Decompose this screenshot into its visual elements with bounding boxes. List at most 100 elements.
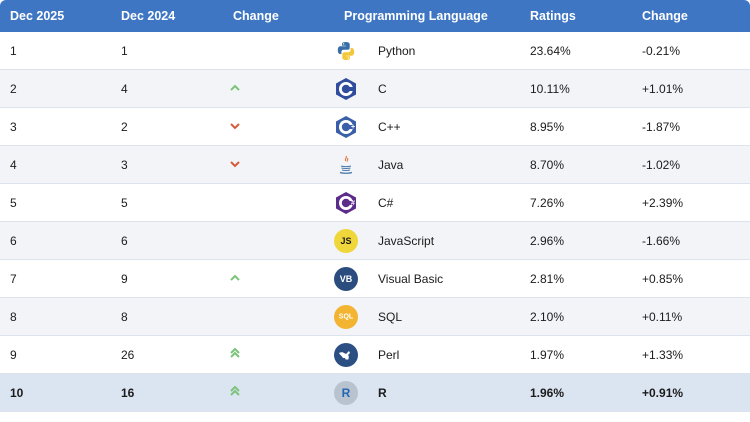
rating-change-value: -1.87% bbox=[632, 108, 750, 146]
rank-change-cell bbox=[223, 260, 334, 298]
language-cell: JS JavaScript bbox=[334, 222, 520, 260]
header-dec-2024[interactable]: Dec 2024 bbox=[111, 0, 223, 32]
arrow-up-icon bbox=[229, 272, 241, 286]
rank-2024: 5 bbox=[111, 184, 223, 222]
language-name[interactable]: C++ bbox=[378, 119, 401, 134]
rank-2025: 10 bbox=[0, 374, 111, 412]
header-language[interactable]: Programming Language bbox=[334, 0, 520, 32]
language-name[interactable]: Visual Basic bbox=[378, 271, 444, 286]
rating-change-value: +0.91% bbox=[632, 374, 750, 412]
header-rating-change[interactable]: Change bbox=[632, 0, 750, 32]
rank-2024: 3 bbox=[111, 146, 223, 184]
rating-value: 2.10% bbox=[520, 298, 632, 336]
language-cell: VB Visual Basic bbox=[334, 260, 520, 298]
rank-2025: 9 bbox=[0, 336, 111, 374]
rating-change-value: +1.01% bbox=[632, 70, 750, 108]
rank-2024: 8 bbox=[111, 298, 223, 336]
rank-change-cell bbox=[223, 32, 334, 70]
rank-change-cell bbox=[223, 222, 334, 260]
language-name[interactable]: Perl bbox=[378, 347, 400, 362]
table-row[interactable]: 1 1 Python 23.64% -0.21% bbox=[0, 32, 750, 70]
double-arrow-up-icon bbox=[229, 385, 241, 401]
table-row[interactable]: 4 3 Java 8.70% -1.02% bbox=[0, 146, 750, 184]
header-dec-2025[interactable]: Dec 2025 bbox=[0, 0, 111, 32]
language-name[interactable]: R bbox=[378, 385, 387, 400]
rating-value: 1.97% bbox=[520, 336, 632, 374]
rank-change-cell bbox=[223, 298, 334, 336]
rating-value: 1.96% bbox=[520, 374, 632, 412]
table-row[interactable]: 9 26 Perl 1.97% +1.33% bbox=[0, 336, 750, 374]
table-row[interactable]: 6 6 JS JavaScript 2.96% -1.66% bbox=[0, 222, 750, 260]
visual-basic-logo-icon: VB bbox=[334, 266, 358, 291]
language-cell: + C++ bbox=[334, 108, 520, 146]
header-ratings[interactable]: Ratings bbox=[520, 0, 632, 32]
javascript-logo-icon: JS bbox=[334, 228, 358, 253]
language-cell: Java bbox=[334, 146, 520, 184]
svg-text:VB: VB bbox=[340, 274, 353, 284]
perl-logo-icon bbox=[334, 342, 358, 367]
rank-change-cell bbox=[223, 184, 334, 222]
table-row[interactable]: 5 5 # C# 7.26% +2.39% bbox=[0, 184, 750, 222]
language-ranking-table: Dec 2025 Dec 2024 Change Programming Lan… bbox=[0, 0, 750, 412]
rating-value: 2.96% bbox=[520, 222, 632, 260]
sql-logo-icon: SQL bbox=[334, 304, 358, 329]
rank-change-cell bbox=[223, 70, 334, 108]
rating-change-value: -1.66% bbox=[632, 222, 750, 260]
csharp-logo-icon: # bbox=[334, 191, 358, 215]
rating-value: 8.70% bbox=[520, 146, 632, 184]
language-name[interactable]: Python bbox=[378, 43, 416, 58]
rating-value: 2.81% bbox=[520, 260, 632, 298]
rank-2025: 8 bbox=[0, 298, 111, 336]
language-name[interactable]: SQL bbox=[378, 309, 403, 324]
rank-2025: 4 bbox=[0, 146, 111, 184]
table-row[interactable]: 3 2 + C++ 8.95% -1.87% bbox=[0, 108, 750, 146]
header-rank-change[interactable]: Change bbox=[223, 0, 334, 32]
rating-value: 23.64% bbox=[520, 32, 632, 70]
language-name[interactable]: Java bbox=[378, 157, 404, 172]
java-logo-icon bbox=[334, 153, 358, 177]
rank-change-cell bbox=[223, 108, 334, 146]
table-row[interactable]: 8 8 SQL SQL 2.10% +0.11% bbox=[0, 298, 750, 336]
language-cell: C bbox=[334, 70, 520, 108]
table-row[interactable]: 10 16 R R 1.96% +0.91% bbox=[0, 374, 750, 412]
c-logo-icon bbox=[334, 77, 358, 101]
language-name[interactable]: C# bbox=[378, 195, 394, 210]
rank-2024: 2 bbox=[111, 108, 223, 146]
rating-change-value: +1.33% bbox=[632, 336, 750, 374]
rating-value: 7.26% bbox=[520, 184, 632, 222]
svg-text:#: # bbox=[351, 200, 355, 207]
table-row[interactable]: 2 4 C 10.11% +1.01% bbox=[0, 70, 750, 108]
language-cell: # C# bbox=[334, 184, 520, 222]
rating-value: 10.11% bbox=[520, 70, 632, 108]
rating-change-value: +0.85% bbox=[632, 260, 750, 298]
rank-2024: 6 bbox=[111, 222, 223, 260]
rating-change-value: -1.02% bbox=[632, 146, 750, 184]
r-logo-icon: R bbox=[334, 380, 358, 405]
double-arrow-up-icon bbox=[229, 347, 241, 363]
rank-2025: 7 bbox=[0, 260, 111, 298]
rank-2024: 26 bbox=[111, 336, 223, 374]
table-row[interactable]: 7 9 VB Visual Basic 2.81% +0.85% bbox=[0, 260, 750, 298]
arrow-down-icon bbox=[229, 120, 241, 134]
language-cell: SQL SQL bbox=[334, 298, 520, 336]
arrow-down-icon bbox=[229, 158, 241, 172]
rank-change-cell bbox=[223, 374, 334, 412]
language-name[interactable]: C bbox=[378, 81, 387, 96]
rating-change-value: +2.39% bbox=[632, 184, 750, 222]
python-logo-icon bbox=[334, 39, 358, 63]
rank-change-cell bbox=[223, 336, 334, 374]
rank-change-cell bbox=[223, 146, 334, 184]
language-cell: Python bbox=[334, 32, 520, 70]
table-body: 1 1 Python 23.64% -0.21% 2 4 C 10.11% +1.01% 3 2 + C+… bbox=[0, 32, 750, 412]
svg-text:+: + bbox=[351, 124, 355, 131]
rank-2024: 1 bbox=[111, 32, 223, 70]
arrow-up-icon bbox=[229, 82, 241, 96]
rank-2025: 3 bbox=[0, 108, 111, 146]
rating-change-value: -0.21% bbox=[632, 32, 750, 70]
language-name[interactable]: JavaScript bbox=[378, 233, 435, 248]
rating-value: 8.95% bbox=[520, 108, 632, 146]
rank-2024: 4 bbox=[111, 70, 223, 108]
language-cell: Perl bbox=[334, 336, 520, 374]
